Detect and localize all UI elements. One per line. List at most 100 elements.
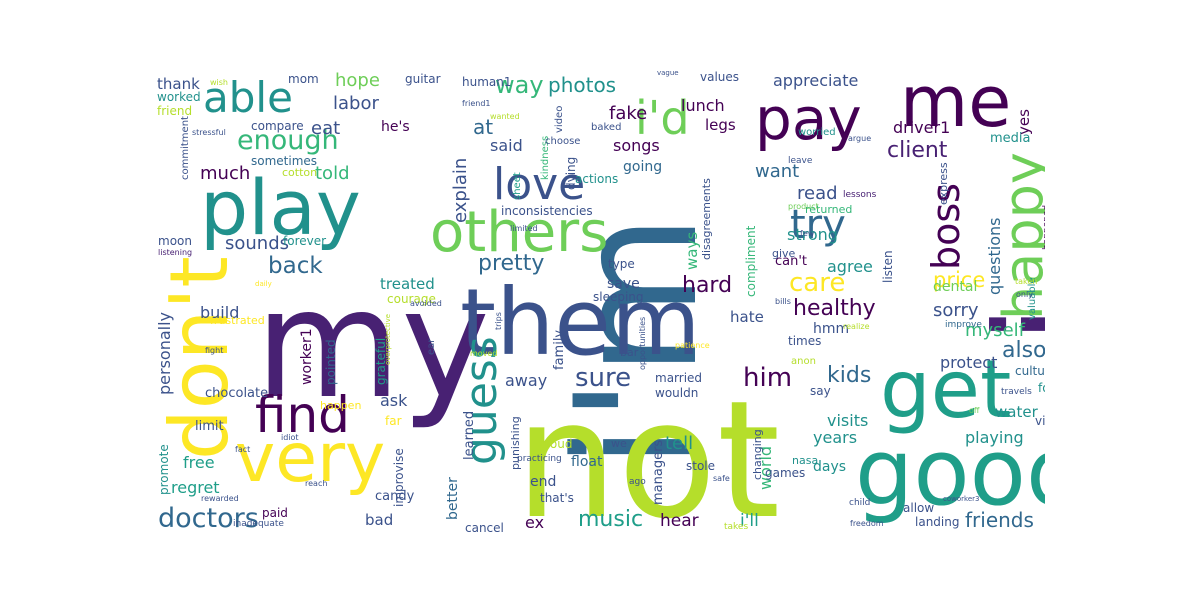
word-courage: courage — [387, 292, 436, 306]
word-music: music — [578, 507, 644, 532]
word-also: at — [473, 115, 494, 139]
word-improve: improve — [945, 320, 982, 330]
word-strong: strong — [787, 225, 838, 244]
word-practicing: practicing — [517, 454, 562, 464]
word-myself: myself — [965, 320, 1025, 341]
word-love: love — [493, 159, 586, 210]
word-inconsistencies: inconsistencies — [501, 204, 593, 218]
word-frustrated: frustrated — [210, 314, 265, 327]
word-hope: hope — [335, 70, 380, 91]
word-travels: travels — [1001, 387, 1032, 397]
word-cancel: cancel — [465, 521, 504, 535]
word-ill: i'll — [740, 511, 759, 531]
word-stole: stole — [686, 459, 716, 473]
word-overprotective: overprotective — [384, 313, 392, 365]
word-treated: treated — [380, 275, 435, 293]
word-chocolate: chocolate — [205, 386, 269, 401]
word-days: days — [813, 459, 847, 475]
word-personally: personally — [155, 311, 174, 395]
word-safe: safe — [713, 474, 730, 483]
word-express: express — [937, 162, 950, 205]
word-find: find — [255, 386, 350, 444]
word-kids: kids — [827, 363, 872, 388]
word-regret: regret — [171, 478, 220, 497]
word-price: price — [933, 268, 986, 292]
word-lunch: lunch — [681, 96, 725, 115]
word-back: back — [268, 253, 323, 279]
word-married: married — [655, 371, 703, 385]
word-agree: agree — [827, 257, 873, 276]
word-human1: human1 — [462, 75, 512, 89]
word-years: years — [813, 428, 858, 447]
word-vague: vague — [657, 69, 679, 77]
word-play: play — [200, 163, 361, 252]
word-family: family — [552, 329, 567, 370]
word-returned: returned — [805, 203, 853, 216]
word-others: others — [430, 200, 609, 265]
word-client: client — [887, 138, 948, 163]
word-limit: limit — [195, 419, 224, 434]
word-bar: bar — [620, 346, 639, 359]
word-them: them — [460, 269, 701, 376]
word-float: float — [571, 454, 603, 470]
word-listening: listening — [158, 248, 193, 257]
word-read: read — [797, 183, 838, 204]
word-idiot: idiot — [281, 433, 299, 442]
word-takes: takes — [724, 522, 749, 532]
word-happen: happen — [320, 399, 362, 412]
word-allow: allow — [903, 501, 935, 515]
word-forever: forever — [283, 234, 327, 248]
word-argue: argue — [848, 134, 872, 143]
word-pointed: pointed — [324, 339, 338, 385]
word-commitment: commitment — [180, 116, 191, 180]
word-questions: questions — [985, 217, 1004, 295]
word-we: we — [611, 437, 627, 450]
word-hmm: hmm — [813, 321, 850, 337]
word-dental: dental — [933, 279, 978, 295]
word-me: me — [900, 65, 1012, 143]
word-wouldn: wouldn — [655, 386, 699, 400]
word-trips: trips — [494, 312, 503, 330]
word-thats: that's — [540, 491, 574, 505]
word-view: view — [1035, 414, 1045, 428]
word-compliment: compliment — [744, 225, 758, 297]
word-worked: worked — [157, 90, 201, 104]
word-daily: daily — [255, 280, 272, 288]
word-realize: realize — [843, 322, 870, 331]
word-visits: visits — [827, 411, 869, 430]
word-promote: promote — [157, 444, 171, 495]
word-fact: fact — [235, 445, 251, 454]
word-cloud: i'm i not my them don't play good get ve… — [155, 65, 1045, 535]
word-reach: reach — [305, 479, 328, 488]
word-changing: changing — [751, 429, 764, 480]
word-sometimes: sometimes — [251, 154, 318, 168]
word-told: told — [315, 163, 350, 184]
word-off: off — [969, 406, 980, 415]
word-eat: eat — [311, 118, 341, 139]
word-tell: tell — [665, 433, 694, 454]
word-friend1: friend1 — [462, 99, 491, 108]
word-wanted: wanted — [490, 112, 520, 121]
word-not: not — [515, 367, 781, 535]
word-my: my — [255, 258, 490, 432]
word-ways: ways — [683, 231, 701, 270]
word-playing: playing — [965, 428, 1024, 447]
word-photos: photos — [548, 73, 617, 97]
word-water: water — [995, 403, 1038, 421]
word-mom: mom — [288, 72, 319, 86]
word-sleeping: sleeping — [593, 290, 644, 304]
word-choose: choose — [545, 136, 581, 147]
word-able: able — [203, 73, 293, 122]
word-culture: culture — [1015, 364, 1045, 378]
word-coworker3: coworker3 — [943, 495, 980, 503]
word-sheet: sheet — [512, 172, 523, 200]
word-ask: ask — [380, 391, 408, 410]
word-food: food — [1038, 381, 1045, 395]
word-pretty: pretty — [478, 251, 545, 276]
word-hard: hard — [682, 273, 733, 298]
word-try: try — [790, 202, 846, 248]
word-guitar: guitar — [405, 72, 441, 86]
word-few: few — [800, 229, 815, 238]
word-worker1: worker1 — [299, 328, 315, 385]
word-cant: can't — [775, 254, 808, 269]
